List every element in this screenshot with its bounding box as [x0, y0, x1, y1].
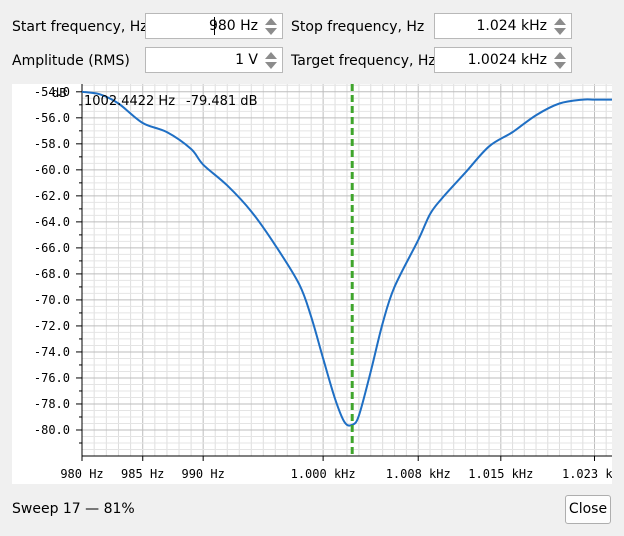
increment-arrow-icon[interactable]	[265, 18, 277, 25]
x-tick-label: 1.000 kHz	[291, 467, 356, 481]
increment-arrow-icon[interactable]	[265, 52, 277, 59]
y-tick-label: -80.0	[34, 423, 70, 437]
x-tick-label: 990 Hz	[181, 467, 224, 481]
spin-arrows[interactable]	[551, 15, 569, 37]
start-frequency-value[interactable]: 980 Hz	[208, 18, 258, 34]
stop-frequency-label: Stop frequency, Hz	[291, 19, 425, 35]
spin-arrows[interactable]	[262, 49, 280, 71]
increment-arrow-icon[interactable]	[554, 18, 566, 25]
decrement-arrow-icon[interactable]	[265, 62, 277, 69]
y-tick-label: -62.0	[34, 189, 70, 203]
target-frequency-spinbox[interactable]: 1.0024 kHz	[434, 47, 572, 73]
x-tick-label: 980 Hz	[60, 467, 103, 481]
decrement-arrow-icon[interactable]	[554, 62, 566, 69]
y-tick-label: -54.0	[34, 85, 70, 99]
y-tick-label: -66.0	[34, 241, 70, 255]
frequency-response-plot[interactable]: -54.0 -56.0 -58.0 -60.0 -62.0 -64.0 -66.0 -68.0…	[12, 84, 612, 484]
spin-arrows[interactable]	[551, 49, 569, 71]
y-tick-label: -64.0	[34, 215, 70, 229]
sweep-status: Sweep 17 — 81%	[12, 501, 135, 517]
close-button[interactable]: Close	[565, 495, 611, 524]
amplitude-value[interactable]: 1 V	[235, 52, 258, 68]
x-tick-label: 1.023 kHz	[562, 467, 612, 481]
amplitude-label: Amplitude (RMS)	[12, 53, 130, 69]
stop-frequency-value[interactable]: 1.024 kHz	[476, 18, 547, 34]
y-tick-label: -74.0	[34, 345, 70, 359]
axis-ticks: -54.0 -56.0 -58.0 -60.0 -62.0 -64.0 -66.0 -68.0…	[34, 84, 612, 481]
x-tick-label: 1.008 kHz	[386, 467, 451, 481]
target-frequency-label: Target frequency, Hz	[291, 53, 436, 69]
start-frequency-spinbox[interactable]: 980 Hz	[145, 13, 283, 39]
response-curve	[81, 90, 612, 427]
x-tick-label: 985 Hz	[121, 467, 164, 481]
y-axis-unit-label: dB	[52, 86, 66, 100]
amplitude-spinbox[interactable]: 1 V	[145, 47, 283, 73]
y-tick-label: -78.0	[34, 397, 70, 411]
start-frequency-label: Start frequency, Hz	[12, 19, 148, 35]
x-tick-label: 1.015 kHz	[468, 467, 533, 481]
target-frequency-value[interactable]: 1.0024 kHz	[467, 52, 547, 68]
y-tick-label: -76.0	[34, 371, 70, 385]
cursor-level-readout: -79.481 dB	[186, 94, 257, 109]
y-tick-label: -70.0	[34, 293, 70, 307]
y-tick-label: -58.0	[34, 137, 70, 151]
grid	[81, 84, 612, 457]
spin-arrows[interactable]	[262, 15, 280, 37]
decrement-arrow-icon[interactable]	[265, 28, 277, 35]
y-tick-label: -72.0	[34, 319, 70, 333]
y-tick-label: -56.0	[34, 111, 70, 125]
y-tick-label: -60.0	[34, 163, 70, 177]
stop-frequency-spinbox[interactable]: 1.024 kHz	[434, 13, 572, 39]
y-tick-label: -68.0	[34, 267, 70, 281]
decrement-arrow-icon[interactable]	[554, 28, 566, 35]
cursor-frequency-readout: 1002.4422 Hz	[84, 94, 175, 109]
increment-arrow-icon[interactable]	[554, 52, 566, 59]
text-caret	[214, 17, 215, 35]
